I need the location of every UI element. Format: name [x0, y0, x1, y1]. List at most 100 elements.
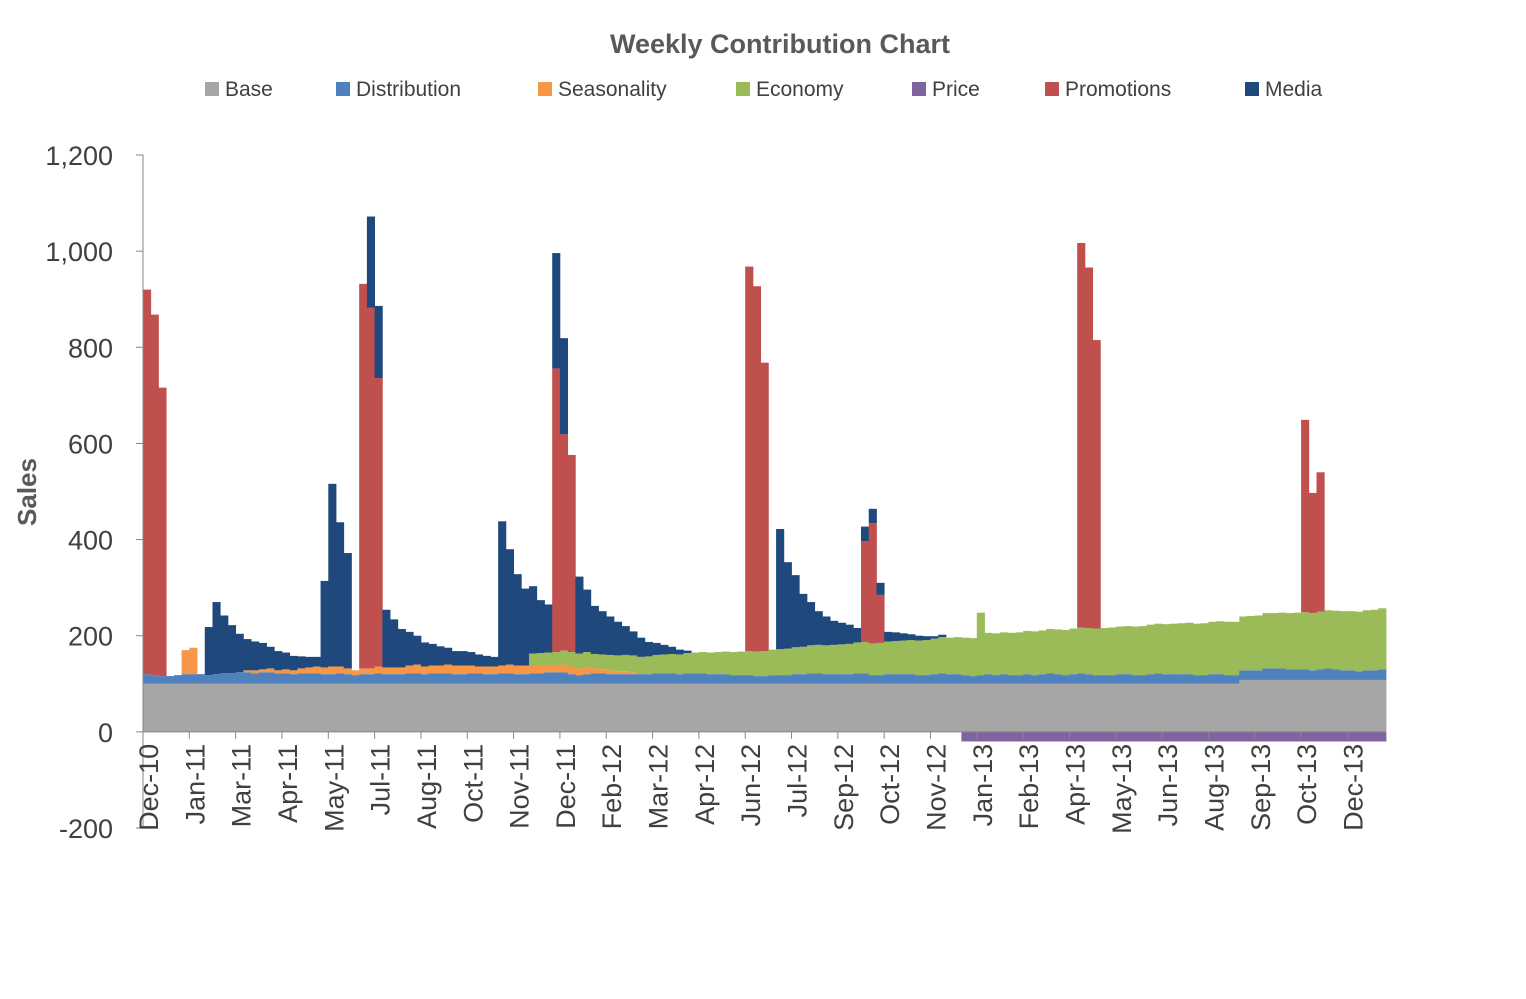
bar-segment-distribution	[961, 675, 970, 684]
week-bar-138	[1208, 621, 1217, 742]
bar-segment-price	[1308, 731, 1317, 742]
bar-segment-economy	[953, 637, 962, 675]
bar-segment-base	[1293, 679, 1302, 732]
bar-segment-distribution	[629, 674, 638, 684]
week-bar-117	[1046, 628, 1055, 742]
bar-segment-distribution	[1030, 675, 1039, 684]
week-bar-78	[745, 266, 754, 732]
bar-segment-distribution	[467, 673, 476, 684]
bar-segment-base	[1200, 683, 1209, 732]
bar-segment-economy	[1331, 610, 1341, 670]
week-bar-1	[150, 314, 159, 732]
bar-segment-price	[1270, 731, 1279, 742]
bar-segment-promotions	[745, 266, 754, 652]
bar-segment-base	[1115, 683, 1124, 732]
bar-segment-base	[243, 683, 252, 732]
x-tick-label: Jun-13	[1153, 744, 1183, 827]
bar-segment-economy	[1054, 629, 1063, 675]
bar-segment-base	[1331, 679, 1341, 732]
bar-segment-distribution	[999, 674, 1009, 684]
y-tick-label: 1,200	[45, 141, 113, 171]
week-bar-35	[413, 635, 422, 732]
bar-segment-economy	[1270, 613, 1279, 669]
bar-segment-media	[799, 593, 808, 647]
bar-segment-economy	[745, 651, 754, 676]
bar-segment-seasonality	[474, 666, 484, 674]
y-tick-label: 600	[68, 429, 113, 459]
bar-segment-base	[1316, 679, 1325, 732]
bar-segment-distribution	[336, 673, 345, 684]
bar-segment-economy	[714, 652, 723, 675]
week-bar-24	[328, 483, 337, 732]
week-bar-134	[1177, 623, 1186, 742]
bar-segment-economy	[853, 642, 862, 674]
bar-segment-price	[1362, 731, 1371, 742]
bar-segment-media	[413, 635, 422, 665]
bar-segment-base	[999, 683, 1009, 732]
bar-segment-promotions	[559, 434, 569, 651]
week-bar-55	[567, 454, 576, 732]
bar-segment-distribution	[1138, 675, 1148, 684]
bar-segment-seasonality	[305, 667, 314, 674]
legend-swatch-seasonality	[538, 82, 552, 96]
bar-segment-base	[930, 683, 939, 732]
bar-segment-media	[420, 642, 430, 667]
week-bar-95	[876, 582, 885, 732]
bar-segment-base	[1216, 683, 1225, 732]
week-bar-46	[498, 521, 507, 732]
bar-segment-base	[945, 683, 955, 732]
bar-segment-distribution	[1231, 675, 1240, 684]
bar-segment-price	[1038, 731, 1047, 742]
week-bar-130	[1146, 624, 1155, 742]
bar-segment-media	[915, 635, 924, 641]
bar-segment-economy	[1223, 621, 1232, 676]
bar-segment-base	[922, 683, 931, 732]
week-bar-52	[544, 604, 553, 732]
bar-segment-distribution	[1162, 674, 1171, 684]
bar-segment-price	[1293, 731, 1302, 742]
bar-segment-economy	[1355, 611, 1364, 672]
bar-segment-base	[567, 683, 576, 732]
bar-segment-base	[1347, 679, 1356, 732]
bar-segment-distribution	[1239, 670, 1248, 680]
bar-segment-media	[613, 621, 623, 656]
x-tick-label: Dec-13	[1338, 744, 1368, 831]
bar-segment-distribution	[606, 674, 615, 684]
bar-segment-distribution	[806, 673, 816, 684]
week-bar-129	[1138, 626, 1148, 742]
week-bar-142	[1239, 616, 1248, 742]
bar-segment-price	[1378, 731, 1387, 742]
week-bar-140	[1223, 621, 1232, 742]
bar-segment-promotions	[760, 362, 769, 652]
bar-segment-base	[212, 683, 221, 732]
bar-segment-distribution	[197, 674, 206, 684]
bar-segment-economy	[922, 640, 931, 676]
bar-segment-base	[667, 683, 677, 732]
x-tick-label: Sep-13	[1246, 744, 1276, 831]
week-bar-50	[529, 586, 538, 732]
bar-segment-economy	[845, 643, 854, 675]
bar-segment-economy	[938, 637, 947, 674]
bar-segment-distribution	[366, 674, 376, 684]
bar-segment-media	[204, 627, 213, 676]
bar-segment-media	[644, 641, 653, 657]
bar-segment-distribution	[799, 674, 808, 684]
bar-segment-media	[382, 609, 391, 668]
bar-segment-economy	[737, 651, 746, 676]
bar-segment-distribution	[652, 673, 661, 684]
bar-segment-base	[436, 683, 445, 732]
legend-swatch-base	[205, 82, 219, 96]
week-bar-71	[691, 652, 700, 732]
week-bar-3	[166, 676, 175, 732]
bar-segment-price	[1092, 731, 1101, 742]
week-bar-80	[760, 362, 769, 732]
bar-segment-base	[675, 683, 684, 732]
week-bar-38	[436, 646, 445, 732]
bar-segment-economy	[683, 653, 692, 674]
bar-segment-base	[953, 683, 962, 732]
bar-segment-base	[613, 683, 623, 732]
bar-segment-base	[559, 683, 569, 732]
bar-segment-distribution	[1046, 673, 1055, 684]
bar-segment-price	[1169, 731, 1178, 742]
bar-segment-base	[598, 683, 607, 732]
